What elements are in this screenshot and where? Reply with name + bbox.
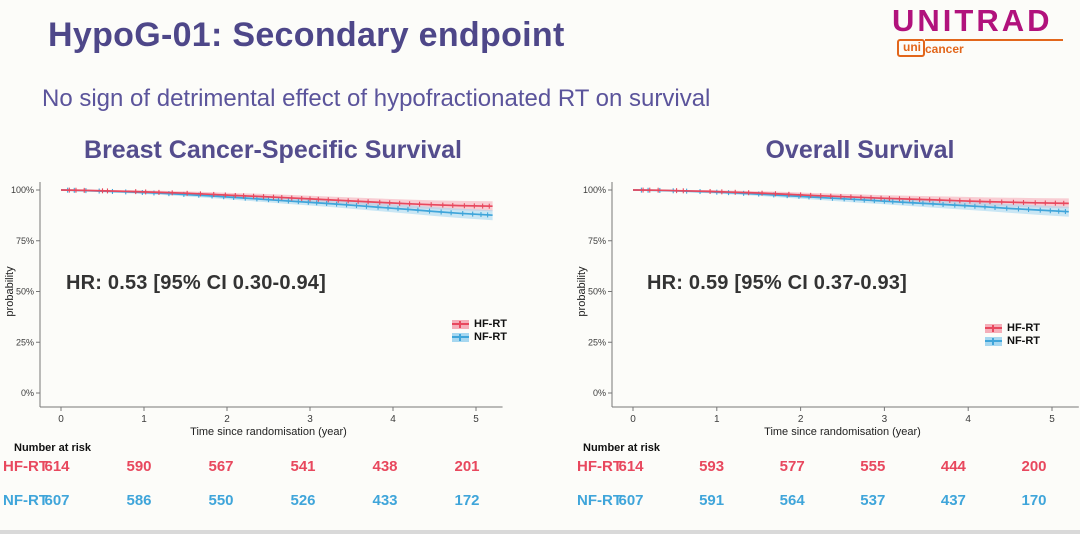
y-axis-title: probability (576, 266, 588, 317)
risk-row-nf-rt: NF-RT 607 586 550 526 433 172 (0, 492, 540, 510)
risk-value: 577 (779, 458, 805, 475)
x-axis-title: Time since randomisation (year) (764, 426, 921, 438)
x-tick-label: 1 (714, 414, 720, 425)
y-tick-label: 50% (16, 287, 34, 297)
y-tick-label: 75% (16, 236, 34, 246)
risk-value: 170 (1021, 492, 1047, 509)
risk-value: 614 (44, 458, 70, 475)
slide-subtitle: No sign of detrimental effect of hypofra… (42, 85, 711, 112)
risk-value: 607 (618, 492, 644, 509)
unicancer-logo: uni cancer (897, 39, 1063, 57)
nf-rt-swatch-icon (985, 337, 1002, 346)
legend-os: HF-RT NF-RT (985, 323, 1040, 347)
unitrad-brand-text: UNITRAD (892, 3, 1053, 38)
unicancer-uni-box: uni (897, 39, 925, 57)
risk-value: 607 (44, 492, 70, 509)
risk-value: 586 (126, 492, 152, 509)
legend-bcss: HF-RT NF-RT (452, 319, 507, 343)
legend-label-hf-rt: HF-RT (1007, 322, 1040, 334)
x-tick-label: 5 (1049, 414, 1055, 425)
risk-value: 172 (454, 492, 480, 509)
risk-value: 550 (208, 492, 234, 509)
x-tick-label: 1 (141, 414, 147, 425)
x-tick-label: 4 (965, 414, 971, 425)
y-tick-label: 100% (583, 185, 606, 195)
x-axis-title: Time since randomisation (year) (190, 426, 347, 438)
risk-table-bcss: Number at risk HF-RT 614 590 567 541 438 201 … (0, 436, 540, 531)
x-tick-label: 2 (798, 414, 804, 425)
risk-value: 541 (290, 458, 316, 475)
risk-value: 614 (618, 458, 644, 475)
legend-entry-hf-rt: HF-RT (452, 319, 507, 330)
bcss-survival-plot: 100% 75% 50% 25% 0% 0 1 2 3 4 5 Time since randomis… (4, 182, 503, 438)
risk-row-name-nf-rt: NF-RT (3, 492, 48, 509)
unicancer-text: cancer (925, 39, 1063, 56)
risk-value: 564 (779, 492, 805, 509)
risk-row-nf-rt: NF-RT 607 591 564 537 437 170 (540, 492, 1080, 510)
x-tick-label: 3 (307, 414, 313, 425)
hr-annotation-os: HR: 0.59 [95% CI 0.37-0.93] (647, 272, 907, 294)
risk-value: 590 (126, 458, 152, 475)
y-tick-label: 75% (588, 236, 606, 246)
risk-row-hf-rt: HF-RT 614 590 567 541 438 201 (0, 458, 540, 476)
risk-value: 201 (454, 458, 480, 475)
risk-table-os: Number at risk HF-RT 614 593 577 555 444 200 … (540, 436, 1080, 531)
risk-value: 555 (860, 458, 886, 475)
risk-row-name-nf-rt: NF-RT (577, 492, 622, 509)
risk-row-name-hf-rt: HF-RT (577, 458, 622, 475)
risk-value: 200 (1021, 458, 1047, 475)
risk-value: 593 (699, 458, 725, 475)
legend-entry-nf-rt: NF-RT (452, 332, 507, 343)
risk-value: 567 (208, 458, 234, 475)
risk-value: 437 (940, 492, 966, 509)
legend-entry-hf-rt: HF-RT (985, 323, 1040, 334)
x-tick-label: 0 (58, 414, 64, 425)
y-tick-label: 0% (593, 388, 606, 398)
y-tick-label: 100% (11, 185, 34, 195)
x-tick-label: 3 (882, 414, 888, 425)
legend-label-nf-rt: NF-RT (474, 331, 507, 343)
risk-value: 526 (290, 492, 316, 509)
page-title: HypoG-01: Secondary endpoint (48, 16, 565, 54)
y-axis-title: probability (4, 266, 16, 317)
x-tick-label: 4 (390, 414, 396, 425)
hf-rt-swatch-icon (985, 324, 1002, 333)
nf-rt-swatch-icon (452, 333, 469, 342)
x-tick-label: 2 (224, 414, 230, 425)
unitrad-logo: UNITRAD uni cancer (892, 3, 1068, 57)
y-tick-label: 50% (588, 287, 606, 297)
chart-title-os: Overall Survival (765, 136, 955, 164)
risk-row-name-hf-rt: HF-RT (3, 458, 48, 475)
y-tick-label: 25% (16, 337, 34, 347)
risk-value: 433 (372, 492, 398, 509)
number-at-risk-label: Number at risk (14, 442, 92, 454)
x-tick-label: 5 (473, 414, 479, 425)
bottom-strip (0, 530, 1080, 534)
hf-rt-swatch-icon (452, 320, 469, 329)
y-tick-label: 0% (21, 388, 34, 398)
risk-value: 444 (940, 458, 966, 475)
legend-label-hf-rt: HF-RT (474, 318, 507, 330)
risk-value: 537 (860, 492, 886, 509)
os-survival-plot: 100% 75% 50% 25% 0% 0 1 2 3 4 5 Time since randomis… (576, 182, 1079, 438)
hr-annotation-bcss: HR: 0.53 [95% CI 0.30-0.94] (66, 272, 326, 294)
censor-marks-hf (66, 187, 492, 209)
censor-marks-hf (640, 187, 1067, 206)
number-at-risk-label: Number at risk (583, 442, 661, 454)
x-tick-label: 0 (630, 414, 636, 425)
risk-value: 438 (372, 458, 398, 475)
risk-row-hf-rt: HF-RT 614 593 577 555 444 200 (540, 458, 1080, 476)
legend-label-nf-rt: NF-RT (1007, 335, 1040, 347)
y-tick-label: 25% (588, 337, 606, 347)
ci-band-nf (633, 190, 1069, 217)
chart-title-bcss: Breast Cancer-Specific Survival (84, 136, 462, 164)
ci-band-nf (61, 190, 493, 221)
legend-entry-nf-rt: NF-RT (985, 336, 1040, 347)
risk-value: 591 (699, 492, 725, 509)
